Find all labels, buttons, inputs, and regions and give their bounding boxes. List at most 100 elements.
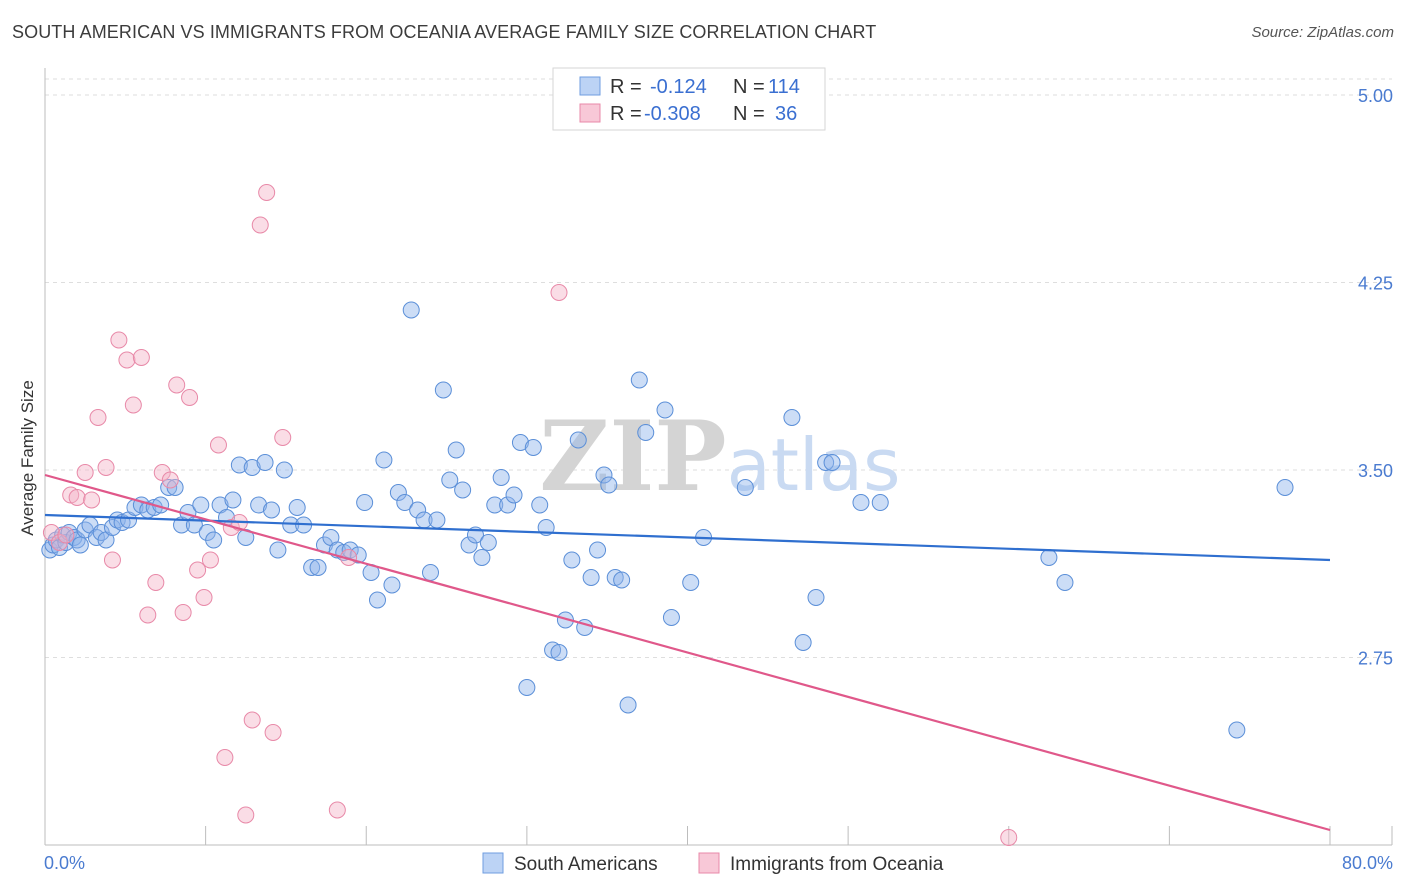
- south-american-point-78: [511, 434, 529, 451]
- south-american-point-79: [518, 679, 536, 696]
- y-tick-label-2: 4.25: [1358, 274, 1393, 294]
- south-american-point-80: [524, 439, 542, 456]
- south-american-point-42: [275, 461, 293, 479]
- south-american-point-96: [630, 371, 648, 389]
- oceania-point-19: [174, 604, 192, 621]
- south-american-point-108: [852, 494, 870, 511]
- south-american-point-47: [309, 559, 327, 576]
- chart-title: SOUTH AMERICAN VS IMMIGRANTS FROM OCEANI…: [12, 22, 877, 42]
- oceania-point-17: [161, 471, 179, 489]
- south-american-point-110: [1040, 549, 1058, 566]
- south-american-point-76: [499, 496, 517, 514]
- south-american-point-97: [637, 424, 655, 441]
- legend-n-value-1: 114: [768, 76, 800, 98]
- south-american-point-64: [422, 564, 439, 581]
- grid: [45, 78, 1392, 658]
- bottom-legend-swatch-oceania: [698, 852, 720, 874]
- south-american-point-43: [282, 516, 300, 534]
- south-american-point-86: [563, 551, 581, 569]
- legend-swatch-south-americans: [579, 76, 601, 96]
- oceania-point-21: [189, 561, 207, 579]
- oceania-point-30: [251, 216, 269, 234]
- legend-r-label-1: R =: [610, 76, 642, 98]
- oceania-point-11: [118, 351, 136, 369]
- bottom-legend-oceania: Immigrants from Oceania: [730, 854, 944, 875]
- south-american-point-98: [656, 401, 674, 419]
- south-american-point-53: [349, 546, 367, 564]
- south-american-point-103: [783, 409, 801, 426]
- south-american-point-37: [243, 459, 261, 476]
- oceania-point-13: [132, 349, 150, 366]
- south-american-point-84: [550, 644, 568, 661]
- axes: [44, 68, 1393, 846]
- south-american-point-31: [205, 531, 223, 549]
- legend-box: R = -0.124 N = 114 R = -0.308 N = 36: [552, 67, 826, 131]
- south-american-point-73: [479, 534, 497, 551]
- tick-labels: 2.75 3.50 4.25 5.00 0.0% 80.0%: [44, 86, 1393, 873]
- south-american-point-61: [402, 301, 420, 319]
- south-american-point-74: [486, 496, 504, 514]
- south-american-point-106: [817, 454, 835, 471]
- south-american-point-9: [71, 536, 89, 554]
- oceania-point-29: [243, 711, 261, 729]
- bottom-legend-south-americans: South Americans: [514, 854, 658, 875]
- oceania-point-9: [103, 551, 121, 569]
- south-american-point-59: [389, 484, 407, 501]
- south-american-point-105: [807, 589, 825, 606]
- data-points: [41, 184, 1294, 846]
- oceania-point-25: [216, 749, 234, 766]
- oceania-point-5: [76, 464, 94, 481]
- south-american-point-69: [454, 481, 472, 499]
- y-tick-label-0: 2.75: [1358, 649, 1393, 669]
- oceania-point-18: [168, 376, 186, 394]
- watermark: ZIPatlas: [539, 400, 900, 513]
- oceania-point-32: [264, 724, 282, 741]
- south-american-point-29: [192, 496, 210, 514]
- south-american-point-46: [303, 559, 321, 576]
- south-american-point-62: [409, 501, 427, 519]
- south-american-point-109: [871, 494, 889, 511]
- south-american-point-44: [288, 499, 306, 516]
- south-american-point-68: [447, 441, 465, 459]
- south-american-point-60: [396, 494, 414, 511]
- south-american-point-99: [662, 609, 680, 626]
- oceania-point-12: [124, 396, 142, 414]
- x-tick-label-end: 80.0%: [1342, 853, 1393, 873]
- south-american-point-113: [1228, 721, 1246, 739]
- south-american-point-56: [368, 591, 386, 609]
- oceania-point-34: [328, 801, 346, 819]
- y-tick-label-3: 5.00: [1358, 86, 1393, 106]
- bottom-legend: South Americans Immigrants from Oceania: [482, 852, 944, 875]
- south-american-point-38: [250, 496, 268, 514]
- oceania-point-37: [1000, 829, 1018, 846]
- south-american-point-112: [1276, 479, 1294, 496]
- south-american-point-66: [434, 381, 452, 399]
- oceania-trend-line: [44, 473, 1331, 832]
- oceania-point-7: [89, 409, 107, 426]
- south-american-point-41: [269, 541, 287, 559]
- y-tick-label-1: 3.50: [1358, 461, 1393, 481]
- south-american-point-104: [794, 634, 812, 651]
- legend-n-label-2: N =: [733, 103, 765, 125]
- oceania-point-4: [68, 489, 86, 506]
- oceania-point-31: [258, 184, 276, 201]
- south-american-point-107: [823, 454, 841, 471]
- oceania-point-28: [237, 806, 255, 824]
- legend-r-value-1: -0.124: [650, 76, 707, 98]
- legend-r-value-2: -0.308: [644, 103, 701, 125]
- oceania-point-2: [57, 526, 75, 544]
- oceania-point-33: [274, 429, 292, 446]
- legend-n-value-2: 36: [775, 103, 797, 125]
- legend-swatch-oceania: [579, 103, 601, 123]
- south-american-point-77: [505, 486, 523, 504]
- oceania-point-36: [550, 284, 568, 301]
- south-american-point-95: [619, 696, 637, 714]
- source-credit: Source: ZipAtlas.com: [1251, 24, 1394, 41]
- oceania-point-22: [195, 589, 213, 606]
- legend-r-label-2: R =: [610, 103, 642, 125]
- oceania-point-14: [139, 606, 157, 624]
- south-american-point-111: [1056, 574, 1074, 591]
- south-american-point-70: [460, 536, 478, 554]
- south-american-point-81: [531, 496, 549, 514]
